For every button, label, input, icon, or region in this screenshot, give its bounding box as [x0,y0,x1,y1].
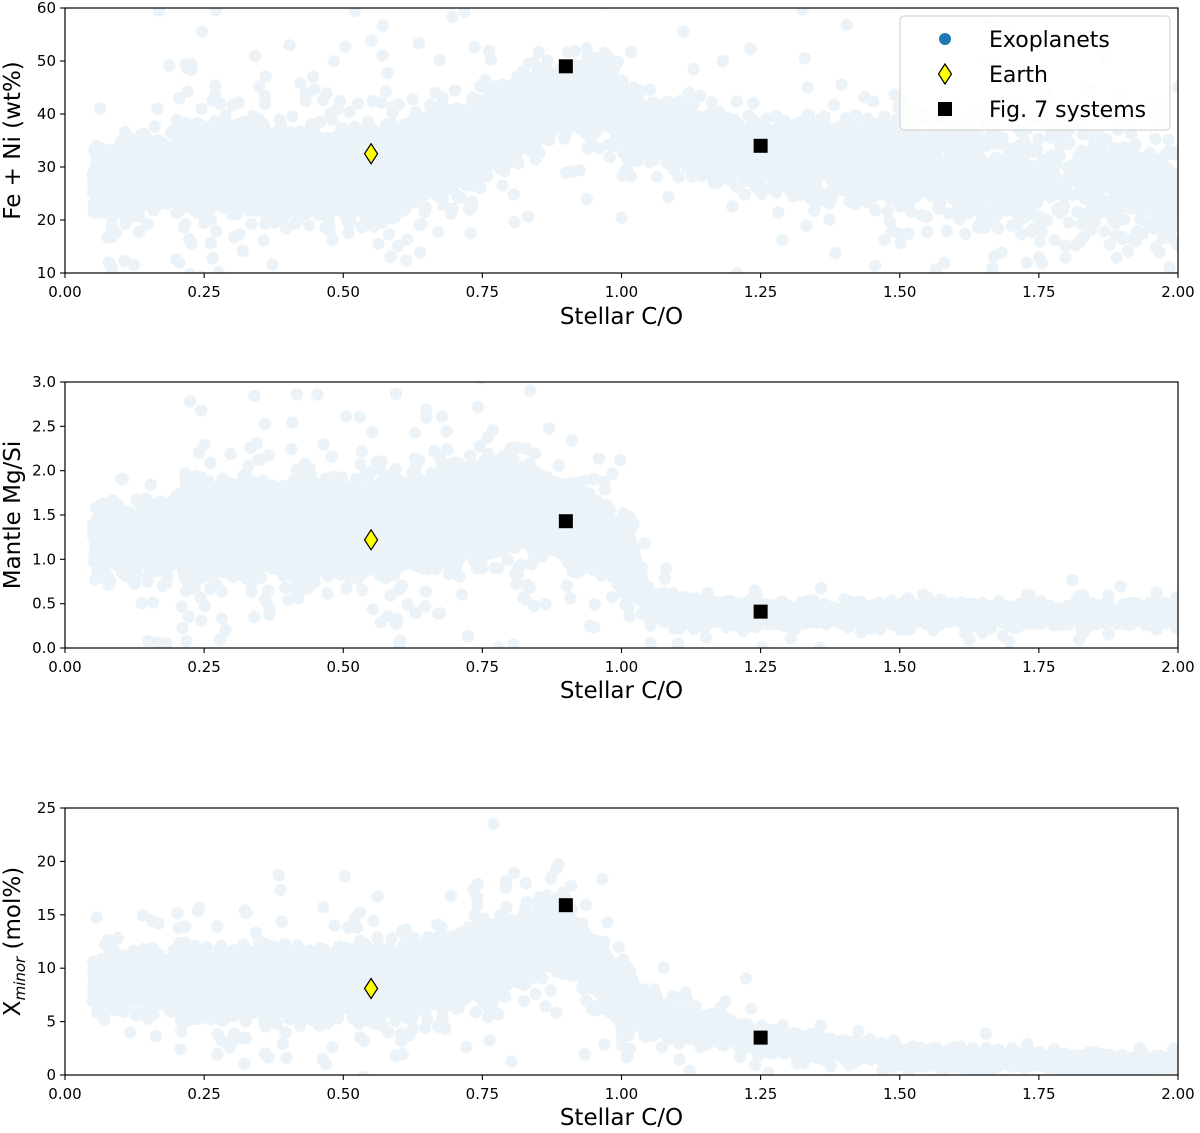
y-axis-label: Fe + Ni (wt%) [0,61,26,220]
y-tick-label: 15 [37,906,56,924]
y-tick-label: 0.0 [32,639,56,657]
y-tick-label: 1.5 [32,506,56,524]
x-tick-label: 0.00 [48,283,81,301]
x-tick-label: 1.50 [883,1085,916,1103]
x-tick-label: 1.75 [1022,658,1055,676]
x-axis-label: Stellar C/O [560,678,683,704]
x-tick-label: 2.00 [1161,658,1194,676]
panel-3: 0.00 0.25 0.50 0.75 1.00 1.25 1.50 1.75 2.00 0 5 10… [0,799,1195,1131]
fig7-system-marker [559,514,573,528]
x-tick-label: 1.00 [605,1085,638,1103]
fig7-system-marker [754,139,768,153]
legend-entry-label: Exoplanets [989,28,1110,53]
x-tick-label: 0.25 [187,283,220,301]
legend: Exoplanets Earth Fig. 7 systems [900,16,1170,130]
y-tick-label: 40 [37,105,56,123]
x-axis-label: Stellar C/O [560,304,683,330]
x-tick-label: 1.25 [744,283,777,301]
y-axis-label: Mantle Mg/Si [0,441,26,590]
y-tick-label: 30 [37,158,56,176]
y-tick-label: 50 [37,52,56,70]
y-tick-label: 20 [37,211,56,229]
x-tick-label: 1.25 [744,1085,777,1103]
y-tick-label: 3.0 [32,373,56,391]
x-tick-label: 1.50 [883,658,916,676]
legend-fig7-icon [938,102,952,116]
panel-1: 0.00 0.25 0.50 0.75 1.00 1.25 1.50 1.75 2.00 10 20… [0,0,1195,400]
x-tick-label: 0.50 [327,283,360,301]
fig7-system-marker [559,898,573,912]
y-tick-label: 60 [37,0,56,17]
y-axis-label: Xminor (mol%) [0,867,29,1016]
x-tick-label: 0.25 [187,1085,220,1103]
y-tick-label: 10 [37,264,56,282]
y-tick-label: 5 [46,1013,56,1031]
fig7-system-marker [754,1031,768,1045]
legend-entry-label: Earth [989,63,1048,88]
x-tick-label: 0.50 [327,658,360,676]
y-tick-label: 0 [46,1066,56,1084]
y-tick-label: 2.0 [32,462,56,480]
x-tick-label: 0.75 [466,1085,499,1103]
x-tick-label: 1.75 [1022,283,1055,301]
y-tick-label: 20 [37,852,56,870]
exoplanets-cloud [87,818,1185,1095]
x-tick-label: 1.00 [605,283,638,301]
x-tick-label: 2.00 [1161,1085,1194,1103]
x-tick-label: 1.00 [605,658,638,676]
y-tick-label: 2.5 [32,417,56,435]
x-tick-label: 2.00 [1161,283,1194,301]
y-tick-label: 10 [37,959,56,977]
fig7-system-marker [754,605,768,619]
y-tick-label: 25 [37,799,56,817]
x-tick-label: 1.50 [883,283,916,301]
panel-2: 0.00 0.25 0.50 0.75 1.00 1.25 1.50 1.75 2.00 0.0 0… [0,323,1195,746]
x-tick-label: 1.25 [744,658,777,676]
x-tick-label: 1.75 [1022,1085,1055,1103]
y-tick-label: 1.0 [32,550,56,568]
exoplanet-points [87,818,1185,1095]
x-tick-label: 0.25 [187,658,220,676]
legend-entry-label: Fig. 7 systems [989,98,1146,123]
x-tick-label: 0.75 [466,283,499,301]
fig7-system-marker [559,59,573,73]
x-tick-label: 0.75 [466,658,499,676]
x-axis-label: Stellar C/O [560,1105,683,1131]
y-tick-label: 0.5 [32,595,56,613]
x-tick-label: 0.50 [327,1085,360,1103]
legend-exoplanets-icon [939,33,951,45]
x-tick-label: 0.00 [48,1085,81,1103]
x-tick-label: 0.00 [48,658,81,676]
